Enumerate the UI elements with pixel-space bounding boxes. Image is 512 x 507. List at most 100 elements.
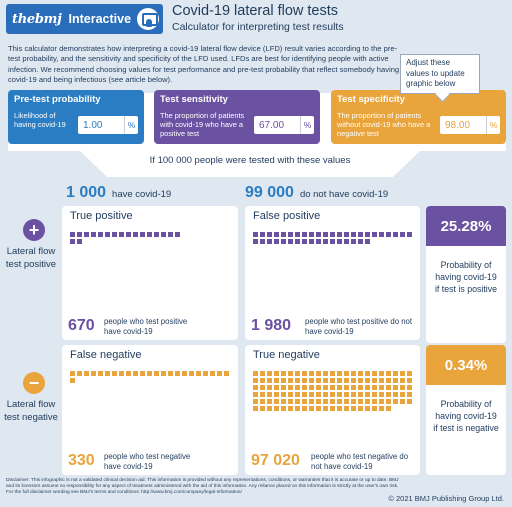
tested-population-text: If 100 000 people were tested with these… <box>149 155 351 166</box>
person-group-square <box>309 371 314 376</box>
person-group-square <box>260 406 265 411</box>
person-group-square <box>77 232 82 237</box>
pretest-probability-panel: Pre-test probability Likelihood of havin… <box>8 90 144 144</box>
person-group-square <box>323 378 328 383</box>
person-group-square <box>105 371 110 376</box>
person-group-square <box>365 406 370 411</box>
person-group-square <box>295 378 300 383</box>
test-specificity-input[interactable]: 98.00 % <box>440 116 500 134</box>
positive-side-label: Lateral flow test positive <box>5 246 57 270</box>
person-group-square <box>281 399 286 404</box>
person-group-square <box>302 399 307 404</box>
person-group-square <box>217 371 222 376</box>
person-group-square <box>253 239 258 244</box>
test-sensitivity-input[interactable]: 67.00 % <box>254 116 314 134</box>
person-group-square <box>288 239 293 244</box>
card-number: 670 <box>68 317 95 334</box>
input-value[interactable]: 1.00 <box>83 119 103 131</box>
person-group-square <box>126 232 131 237</box>
person-group-square <box>393 385 398 390</box>
person-group-square <box>309 406 314 411</box>
person-group-square <box>365 232 370 237</box>
person-group-square <box>267 406 272 411</box>
page-subtitle: Calculator for interpreting test results <box>172 21 344 33</box>
person-group-square <box>400 399 405 404</box>
input-value[interactable]: 98.00 <box>445 119 471 131</box>
person-group-square <box>281 371 286 376</box>
person-group-square <box>407 399 412 404</box>
person-group-square <box>316 385 321 390</box>
bmj-interactive-logo[interactable]: thebmj Interactive <box>6 4 163 34</box>
param-desc: The proportion of patients with covid-19… <box>160 111 245 138</box>
pretest-probability-input[interactable]: 1.00 % <box>78 116 138 134</box>
person-group-square <box>372 232 377 237</box>
person-group-square <box>372 385 377 390</box>
person-group-square <box>267 399 272 404</box>
brand-sub: Interactive <box>68 12 132 26</box>
person-group-square <box>365 392 370 397</box>
person-group-square <box>105 232 110 237</box>
person-group-square <box>358 392 363 397</box>
person-group-square <box>365 371 370 376</box>
card-title: False negative <box>70 349 142 361</box>
person-group-square <box>344 385 349 390</box>
person-group-square <box>351 385 356 390</box>
person-group-square <box>372 371 377 376</box>
person-group-square <box>260 232 265 237</box>
person-group-square <box>365 385 370 390</box>
person-group-square <box>288 399 293 404</box>
person-group-square <box>316 406 321 411</box>
not-have-covid-count: 99 000 do not have covid-19 <box>245 184 388 202</box>
person-group-square <box>161 232 166 237</box>
person-group-square <box>309 232 314 237</box>
input-value[interactable]: 67.00 <box>259 119 285 131</box>
person-group-square <box>337 406 342 411</box>
person-group-square <box>274 392 279 397</box>
person-group-square <box>154 371 159 376</box>
person-group-square <box>253 406 258 411</box>
touch-screen-icon <box>137 8 159 30</box>
card-desc: people who test negative have covid-19 <box>104 452 191 471</box>
person-group-square <box>407 378 412 383</box>
test-sensitivity-panel: Test sensitivity The proportion of patie… <box>154 90 320 144</box>
person-group-square <box>119 232 124 237</box>
person-group-square <box>168 371 173 376</box>
person-group-square <box>274 378 279 383</box>
person-group-square <box>253 371 258 376</box>
person-group-square <box>253 392 258 397</box>
person-group-square <box>288 378 293 383</box>
person-group-square <box>337 232 342 237</box>
person-group-square <box>358 232 363 237</box>
person-group-square <box>400 385 405 390</box>
person-group-square <box>358 399 363 404</box>
percent-unit: % <box>300 116 314 134</box>
person-group-square <box>288 371 293 376</box>
person-group-square <box>316 378 321 383</box>
person-group-square <box>295 239 300 244</box>
person-group-square <box>133 232 138 237</box>
person-group-square <box>344 371 349 376</box>
person-group-square <box>260 378 265 383</box>
card-number: 97 020 <box>251 452 300 469</box>
funnel-shape <box>80 151 420 177</box>
person-group-square <box>400 392 405 397</box>
person-group-square <box>302 371 307 376</box>
person-group-square <box>386 232 391 237</box>
positive-probability-value: 25.28% <box>426 206 506 246</box>
person-group-square <box>323 239 328 244</box>
person-group-square <box>330 406 335 411</box>
person-group-square <box>253 378 258 383</box>
true-positive-grid <box>70 232 182 244</box>
person-group-square <box>161 371 166 376</box>
person-group-square <box>337 239 342 244</box>
copyright-text: © 2021 BMJ Publishing Group Ltd. <box>388 494 504 503</box>
person-group-square <box>168 232 173 237</box>
person-group-square <box>351 371 356 376</box>
person-group-square <box>358 378 363 383</box>
person-group-square <box>351 232 356 237</box>
person-group-square <box>288 232 293 237</box>
person-group-square <box>344 406 349 411</box>
person-group-square <box>267 385 272 390</box>
person-group-square <box>203 371 208 376</box>
person-group-square <box>182 371 187 376</box>
